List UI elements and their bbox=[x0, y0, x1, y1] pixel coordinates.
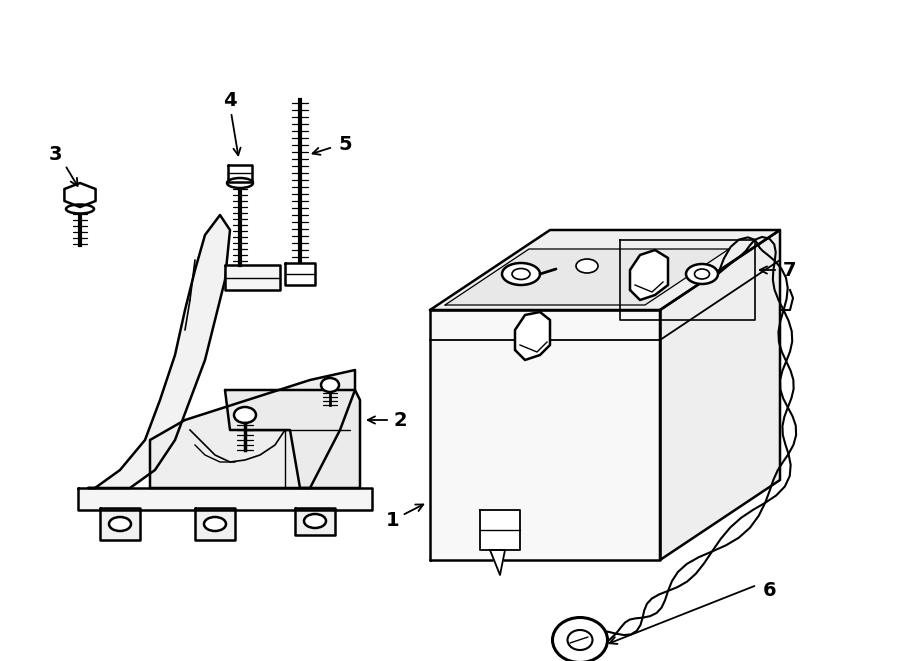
Polygon shape bbox=[228, 165, 252, 182]
Ellipse shape bbox=[576, 259, 598, 273]
Polygon shape bbox=[430, 230, 780, 310]
Ellipse shape bbox=[695, 269, 709, 279]
Ellipse shape bbox=[686, 264, 718, 284]
Polygon shape bbox=[515, 312, 550, 360]
Polygon shape bbox=[445, 249, 729, 305]
Ellipse shape bbox=[109, 517, 131, 531]
Polygon shape bbox=[480, 510, 520, 550]
Polygon shape bbox=[88, 215, 230, 488]
Ellipse shape bbox=[568, 630, 592, 650]
Text: 1: 1 bbox=[386, 510, 400, 529]
Polygon shape bbox=[660, 230, 780, 560]
Ellipse shape bbox=[502, 263, 540, 285]
Ellipse shape bbox=[321, 378, 339, 392]
Ellipse shape bbox=[304, 514, 326, 528]
Polygon shape bbox=[150, 370, 355, 488]
Text: 7: 7 bbox=[783, 260, 796, 280]
Ellipse shape bbox=[227, 178, 253, 188]
Polygon shape bbox=[430, 310, 660, 560]
Text: 3: 3 bbox=[49, 145, 62, 165]
Polygon shape bbox=[490, 550, 505, 575]
Polygon shape bbox=[78, 488, 372, 510]
Text: 4: 4 bbox=[223, 91, 237, 110]
Text: 2: 2 bbox=[393, 410, 407, 430]
Ellipse shape bbox=[512, 268, 530, 280]
Text: 6: 6 bbox=[763, 580, 777, 600]
Ellipse shape bbox=[553, 617, 608, 661]
Ellipse shape bbox=[66, 204, 94, 214]
Text: 5: 5 bbox=[338, 136, 352, 155]
Polygon shape bbox=[195, 508, 235, 540]
Ellipse shape bbox=[204, 517, 226, 531]
Ellipse shape bbox=[234, 407, 256, 423]
Polygon shape bbox=[225, 390, 360, 488]
Polygon shape bbox=[630, 250, 668, 300]
Polygon shape bbox=[295, 508, 335, 535]
Polygon shape bbox=[100, 508, 140, 540]
Polygon shape bbox=[65, 183, 95, 207]
Polygon shape bbox=[285, 263, 315, 285]
Polygon shape bbox=[225, 265, 280, 290]
